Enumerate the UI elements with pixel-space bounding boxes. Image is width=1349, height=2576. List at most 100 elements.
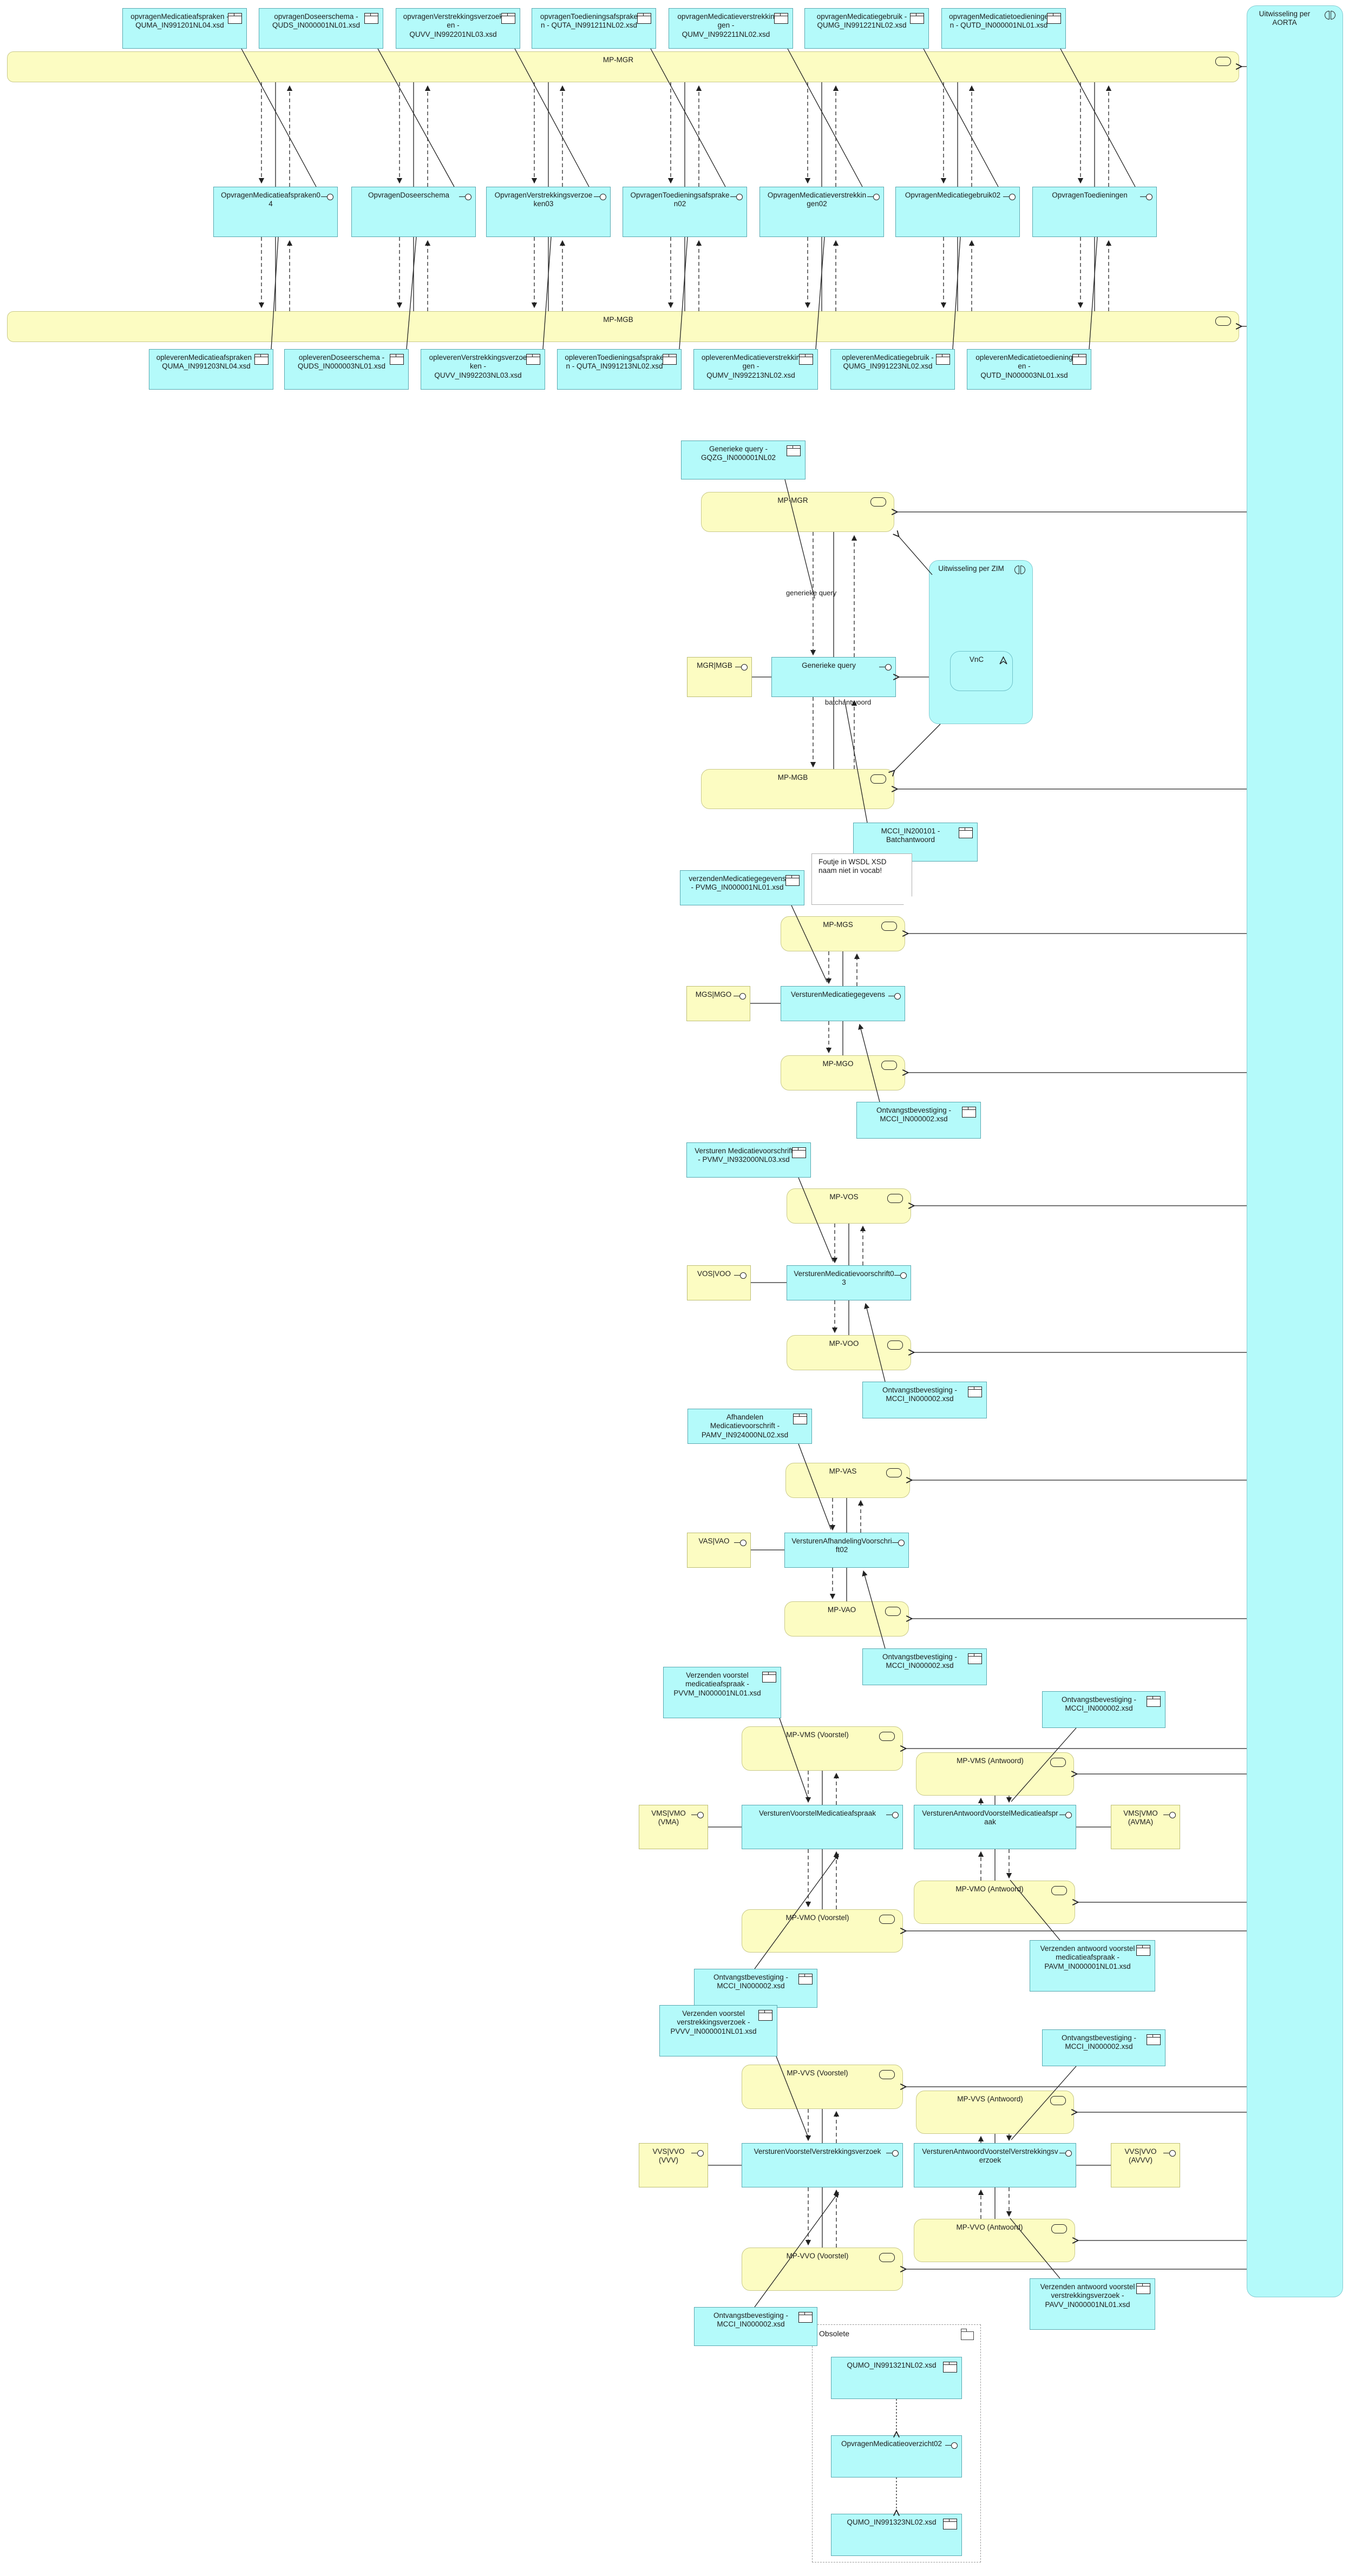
xsd-box-ontvangstbevestiging[interactable]: Ontvangstbevestiging - MCCI_IN000002.xsd <box>1042 2029 1165 2066</box>
service-versturen-voorstel-verstrekkingsverzoek[interactable]: VersturenVoorstelVerstrekkingsverzoek <box>742 2143 903 2187</box>
service-opvragen-medicatieoverzicht02[interactable]: OpvragenMedicatieoverzicht02 <box>831 2435 962 2478</box>
service-mp-vvo-antwoord[interactable]: MP-VVO (Antwoord) <box>914 2219 1075 2262</box>
xsd-box-opvragen-verstrekkingsverzoeken[interactable]: opvragenVerstrekkingsverzoeken - QUVV_IN… <box>396 8 520 49</box>
service-mp-mgb[interactable]: MP-MGB <box>701 769 894 809</box>
service-opvragen-toedieningen[interactable]: OpvragenToedieningen <box>1032 187 1157 237</box>
xsd-box-opvragen-medicatietoedieningen[interactable]: opvragenMedicatietoedieningen - QUTD_IN0… <box>941 8 1066 49</box>
service-icon <box>881 1061 897 1070</box>
interface-icon <box>879 663 892 671</box>
service-versturen-antwoord-voorstel-medicatieafspraak[interactable]: VersturenAntwoordVoorstelMedicatieafspra… <box>914 1805 1076 1849</box>
service-opvragen-medicatieafspraken04[interactable]: OpvragenMedicatieafspraken04 <box>213 187 338 237</box>
service-icon <box>870 497 886 507</box>
service-bar-mp-mgb[interactable]: MP-MGB <box>7 311 1239 342</box>
xsd-box-qumo-request[interactable]: QUMO_IN991321NL02.xsd <box>831 2357 962 2399</box>
service-versturen-antwoord-voorstel-verstrekkingsverzoek[interactable]: VersturenAntwoordVoorstelVerstrekkingsve… <box>914 2143 1076 2187</box>
interface-icon <box>888 993 901 1000</box>
interface-vms-vmo-vma[interactable]: VMS|VMO (VMA) <box>639 1805 708 1849</box>
xsd-box-ontvangstbevestiging[interactable]: Ontvangstbevestiging - MCCI_IN000002.xsd <box>862 1382 987 1418</box>
service-icon <box>886 1468 902 1477</box>
xsd-box-opleveren-medicatietoedieningen[interactable]: opleverenMedicatietoedieningen - QUTD_IN… <box>967 349 1091 390</box>
note-foutje-wsdl[interactable]: Foutje in WSDL XSD naam niet in vocab! <box>811 853 912 905</box>
xsd-box-verzenden-voorstel-medicatieafspraak[interactable]: Verzenden voorstel medicatieafspraak - P… <box>663 1667 781 1718</box>
group-title: Obsolete <box>819 2329 850 2338</box>
service-opvragen-toedieningsafspraken02[interactable]: OpvragenToedieningsafspraken02 <box>623 187 747 237</box>
document-icon <box>798 2312 813 2323</box>
service-mp-vvs-antwoord[interactable]: MP-VVS (Antwoord) <box>916 2091 1074 2134</box>
xsd-box-versturen-medicatievoorschrift[interactable]: Versturen Medicatievoorschrift - PVMV_IN… <box>686 1142 811 1178</box>
service-mp-vvo-voorstel[interactable]: MP-VVO (Voorstel) <box>742 2248 903 2291</box>
service-bar-mp-mgr[interactable]: MP-MGR <box>7 51 1239 82</box>
container-uitwisseling-per-zim[interactable]: Uitwisseling per ZIM <box>929 560 1033 724</box>
xsd-box-opvragen-doseerschema[interactable]: opvragenDoseerschema - QUDS_IN000001NL01… <box>259 8 383 49</box>
xsd-box-opleveren-verstrekkingsverzoeken[interactable]: opleverenVerstrekkingsverzoeken - QUVV_I… <box>421 349 545 390</box>
xsd-box-opleveren-medicatieafspraken[interactable]: opleverenMedicatieafspraken - QUMA_IN991… <box>149 349 273 390</box>
xsd-box-afhandelen-medicatievoorschrift[interactable]: Afhandelen Medicatievoorschrift - PAMV_I… <box>687 1409 812 1444</box>
xsd-box-verzenden-antwoord-voorstel-medicatieafspraak[interactable]: Verzenden antwoord voorstel medicatieafs… <box>1030 1940 1155 1992</box>
service-mp-vos[interactable]: MP-VOS <box>787 1188 911 1224</box>
service-versturen-afhandeling-voorschrift02[interactable]: VersturenAfhandelingVoorschrift02 <box>784 1533 909 1568</box>
interface-icon <box>894 1272 907 1279</box>
service-versturen-medicatievoorschrift03[interactable]: VersturenMedicatievoorschrift03 <box>787 1265 911 1300</box>
service-opvragen-medicatiegebruik02[interactable]: OpvragenMedicatiegebruik02 <box>895 187 1020 237</box>
service-mp-vmo-voorstel[interactable]: MP-VMO (Voorstel) <box>742 1909 903 1953</box>
interface-icon <box>691 1811 704 1818</box>
container-uitwisseling-per-aorta[interactable]: Uitwisseling per AORTA <box>1247 5 1343 2297</box>
service-mp-vms-antwoord[interactable]: MP-VMS (Antwoord) <box>916 1752 1074 1796</box>
service-icon <box>879 1915 895 1924</box>
interface-vvs-vvo-vvv[interactable]: VVS|VVO (VVV) <box>639 2143 708 2187</box>
document-icon <box>762 1672 776 1683</box>
component-vnc[interactable]: VnC <box>950 651 1013 691</box>
interface-vms-vmo-avma[interactable]: VMS|VMO (AVMA) <box>1111 1805 1180 1849</box>
service-opvragen-verstrekkingsverzoeken03[interactable]: OpvragenVerstrekkingsverzoeken03 <box>486 187 611 237</box>
document-icon <box>254 354 269 365</box>
service-mp-vas[interactable]: MP-VAS <box>785 1463 910 1498</box>
xsd-box-verzenden-antwoord-voorstel-verstrekkingsverzoek[interactable]: Verzenden antwoord voorstel verstrekking… <box>1030 2278 1155 2330</box>
xsd-box-opvragen-medicatieafspraken[interactable]: opvragenMedicatieafspraken - QUMA_IN9912… <box>122 8 247 49</box>
service-icon <box>1215 317 1231 326</box>
interface-mgs-mgo[interactable]: MGS|MGO <box>686 986 750 1021</box>
xsd-box-opvragen-medicatieverstrekkingen[interactable]: opvragenMedicatieverstrekkingen - QUMV_I… <box>669 8 793 49</box>
service-icon <box>887 1340 903 1350</box>
service-mp-vvs-voorstel[interactable]: MP-VVS (Voorstel) <box>742 2065 903 2109</box>
service-mp-mgo[interactable]: MP-MGO <box>781 1055 905 1090</box>
folder-icon <box>960 2329 974 2340</box>
service-mp-mgs[interactable]: MP-MGS <box>781 916 905 951</box>
xsd-box-ontvangstbevestiging[interactable]: Ontvangstbevestiging - MCCI_IN000002.xsd <box>1042 1691 1165 1728</box>
interface-mgr-mgb[interactable]: MGR|MGB <box>687 657 752 697</box>
interface-vvs-vvo-avvv[interactable]: VVS|VVO (AVVV) <box>1111 2143 1180 2187</box>
service-mp-vmo-antwoord[interactable]: MP-VMO (Antwoord) <box>914 1881 1075 1924</box>
xsd-box-opleveren-medicatiegebruik[interactable]: opleverenMedicatiegebruik - QUMG_IN99122… <box>830 349 955 390</box>
xsd-box-opleveren-doseerschema[interactable]: opleverenDoseerschema - QUDS_IN000003NL0… <box>284 349 409 390</box>
service-icon <box>870 774 886 784</box>
xsd-box-qumo-response[interactable]: QUMO_IN991323NL02.xsd <box>831 2514 962 2556</box>
document-icon <box>1136 2283 1150 2294</box>
service-mp-vao[interactable]: MP-VAO <box>784 1601 909 1637</box>
xsd-box-verzenden-voorstel-verstrekkingsverzoek[interactable]: Verzenden voorstel verstrekkingsverzoek … <box>659 2005 777 2056</box>
xsd-box-opleveren-medicatieverstrekkingen[interactable]: opleverenMedicatieverstrekkingen - QUMV_… <box>693 349 818 390</box>
service-generieke-query[interactable]: Generieke query <box>771 657 896 697</box>
service-icon <box>885 1607 901 1616</box>
xsd-box-verzenden-medicatiegegevens[interactable]: verzendenMedicatiegegevens - PVMG_IN0000… <box>680 870 804 905</box>
service-opvragen-medicatieverstrekkingen02[interactable]: OpvragenMedicatieverstrekkingen02 <box>759 187 884 237</box>
service-versturen-voorstel-medicatieafspraak[interactable]: VersturenVoorstelMedicatieafspraak <box>742 1805 903 1849</box>
group-obsolete[interactable]: Obsolete <box>812 2324 981 2562</box>
service-versturen-medicatiegegevens[interactable]: VersturenMedicatiegegevens <box>781 986 905 1021</box>
service-mp-vms-voorstel[interactable]: MP-VMS (Voorstel) <box>742 1726 903 1771</box>
xsd-box-opvragen-toedieningsafspraken[interactable]: opvragenToedieningsafspraken - QUTA_IN99… <box>532 8 656 49</box>
xsd-box-opvragen-medicatiegebruik[interactable]: opvragenMedicatiegebruik - QUMG_IN991221… <box>804 8 929 49</box>
document-icon <box>1147 1696 1161 1707</box>
service-icon <box>881 922 897 931</box>
xsd-box-ontvangstbevestiging[interactable]: Ontvangstbevestiging - MCCI_IN000002.xsd <box>862 1648 987 1685</box>
document-icon <box>774 13 788 24</box>
interface-icon <box>1059 1811 1072 1818</box>
interface-vas-vao[interactable]: VAS|VAO <box>687 1533 751 1568</box>
xsd-box-opleveren-toedieningsafspraken[interactable]: opleverenToedieningsafspraken - QUTA_IN9… <box>557 349 682 390</box>
xsd-box-generieke-query[interactable]: Generieke query - GQZG_IN000001NL02 <box>681 441 806 479</box>
xsd-box-ontvangstbevestiging[interactable]: Ontvangstbevestiging - MCCI_IN000002.xsd <box>694 1969 817 2008</box>
xsd-box-ontvangstbevestiging[interactable]: Ontvangstbevestiging - MCCI_IN000002.xsd <box>856 1102 981 1139</box>
service-opvragen-doseerschema[interactable]: OpvragenDoseerschema <box>351 187 476 237</box>
xsd-box-ontvangstbevestiging[interactable]: Ontvangstbevestiging - MCCI_IN000002.xsd <box>694 2307 817 2346</box>
interface-vos-voo[interactable]: VOS|VOO <box>687 1265 751 1300</box>
service-mp-mgr[interactable]: MP-MGR <box>701 492 894 532</box>
service-mp-voo[interactable]: MP-VOO <box>787 1335 911 1370</box>
